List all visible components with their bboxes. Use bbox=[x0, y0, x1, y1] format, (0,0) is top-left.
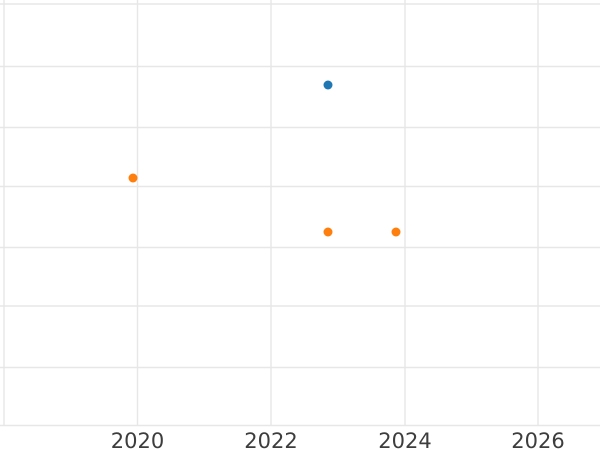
scatter-point-orange-series bbox=[128, 173, 138, 183]
x-tick-label-2026: 2026 bbox=[511, 429, 565, 450]
points-layer bbox=[128, 80, 401, 237]
scatter-point-blue-series bbox=[323, 80, 333, 90]
grid-layer bbox=[0, 0, 600, 427]
x-tick-label-2024: 2024 bbox=[378, 429, 432, 450]
scatter-point-orange-series bbox=[323, 227, 333, 237]
x-tick-label-2022: 2022 bbox=[244, 429, 298, 450]
scatter-point-orange-series bbox=[391, 227, 401, 237]
x-tick-label-2020: 2020 bbox=[110, 429, 165, 450]
